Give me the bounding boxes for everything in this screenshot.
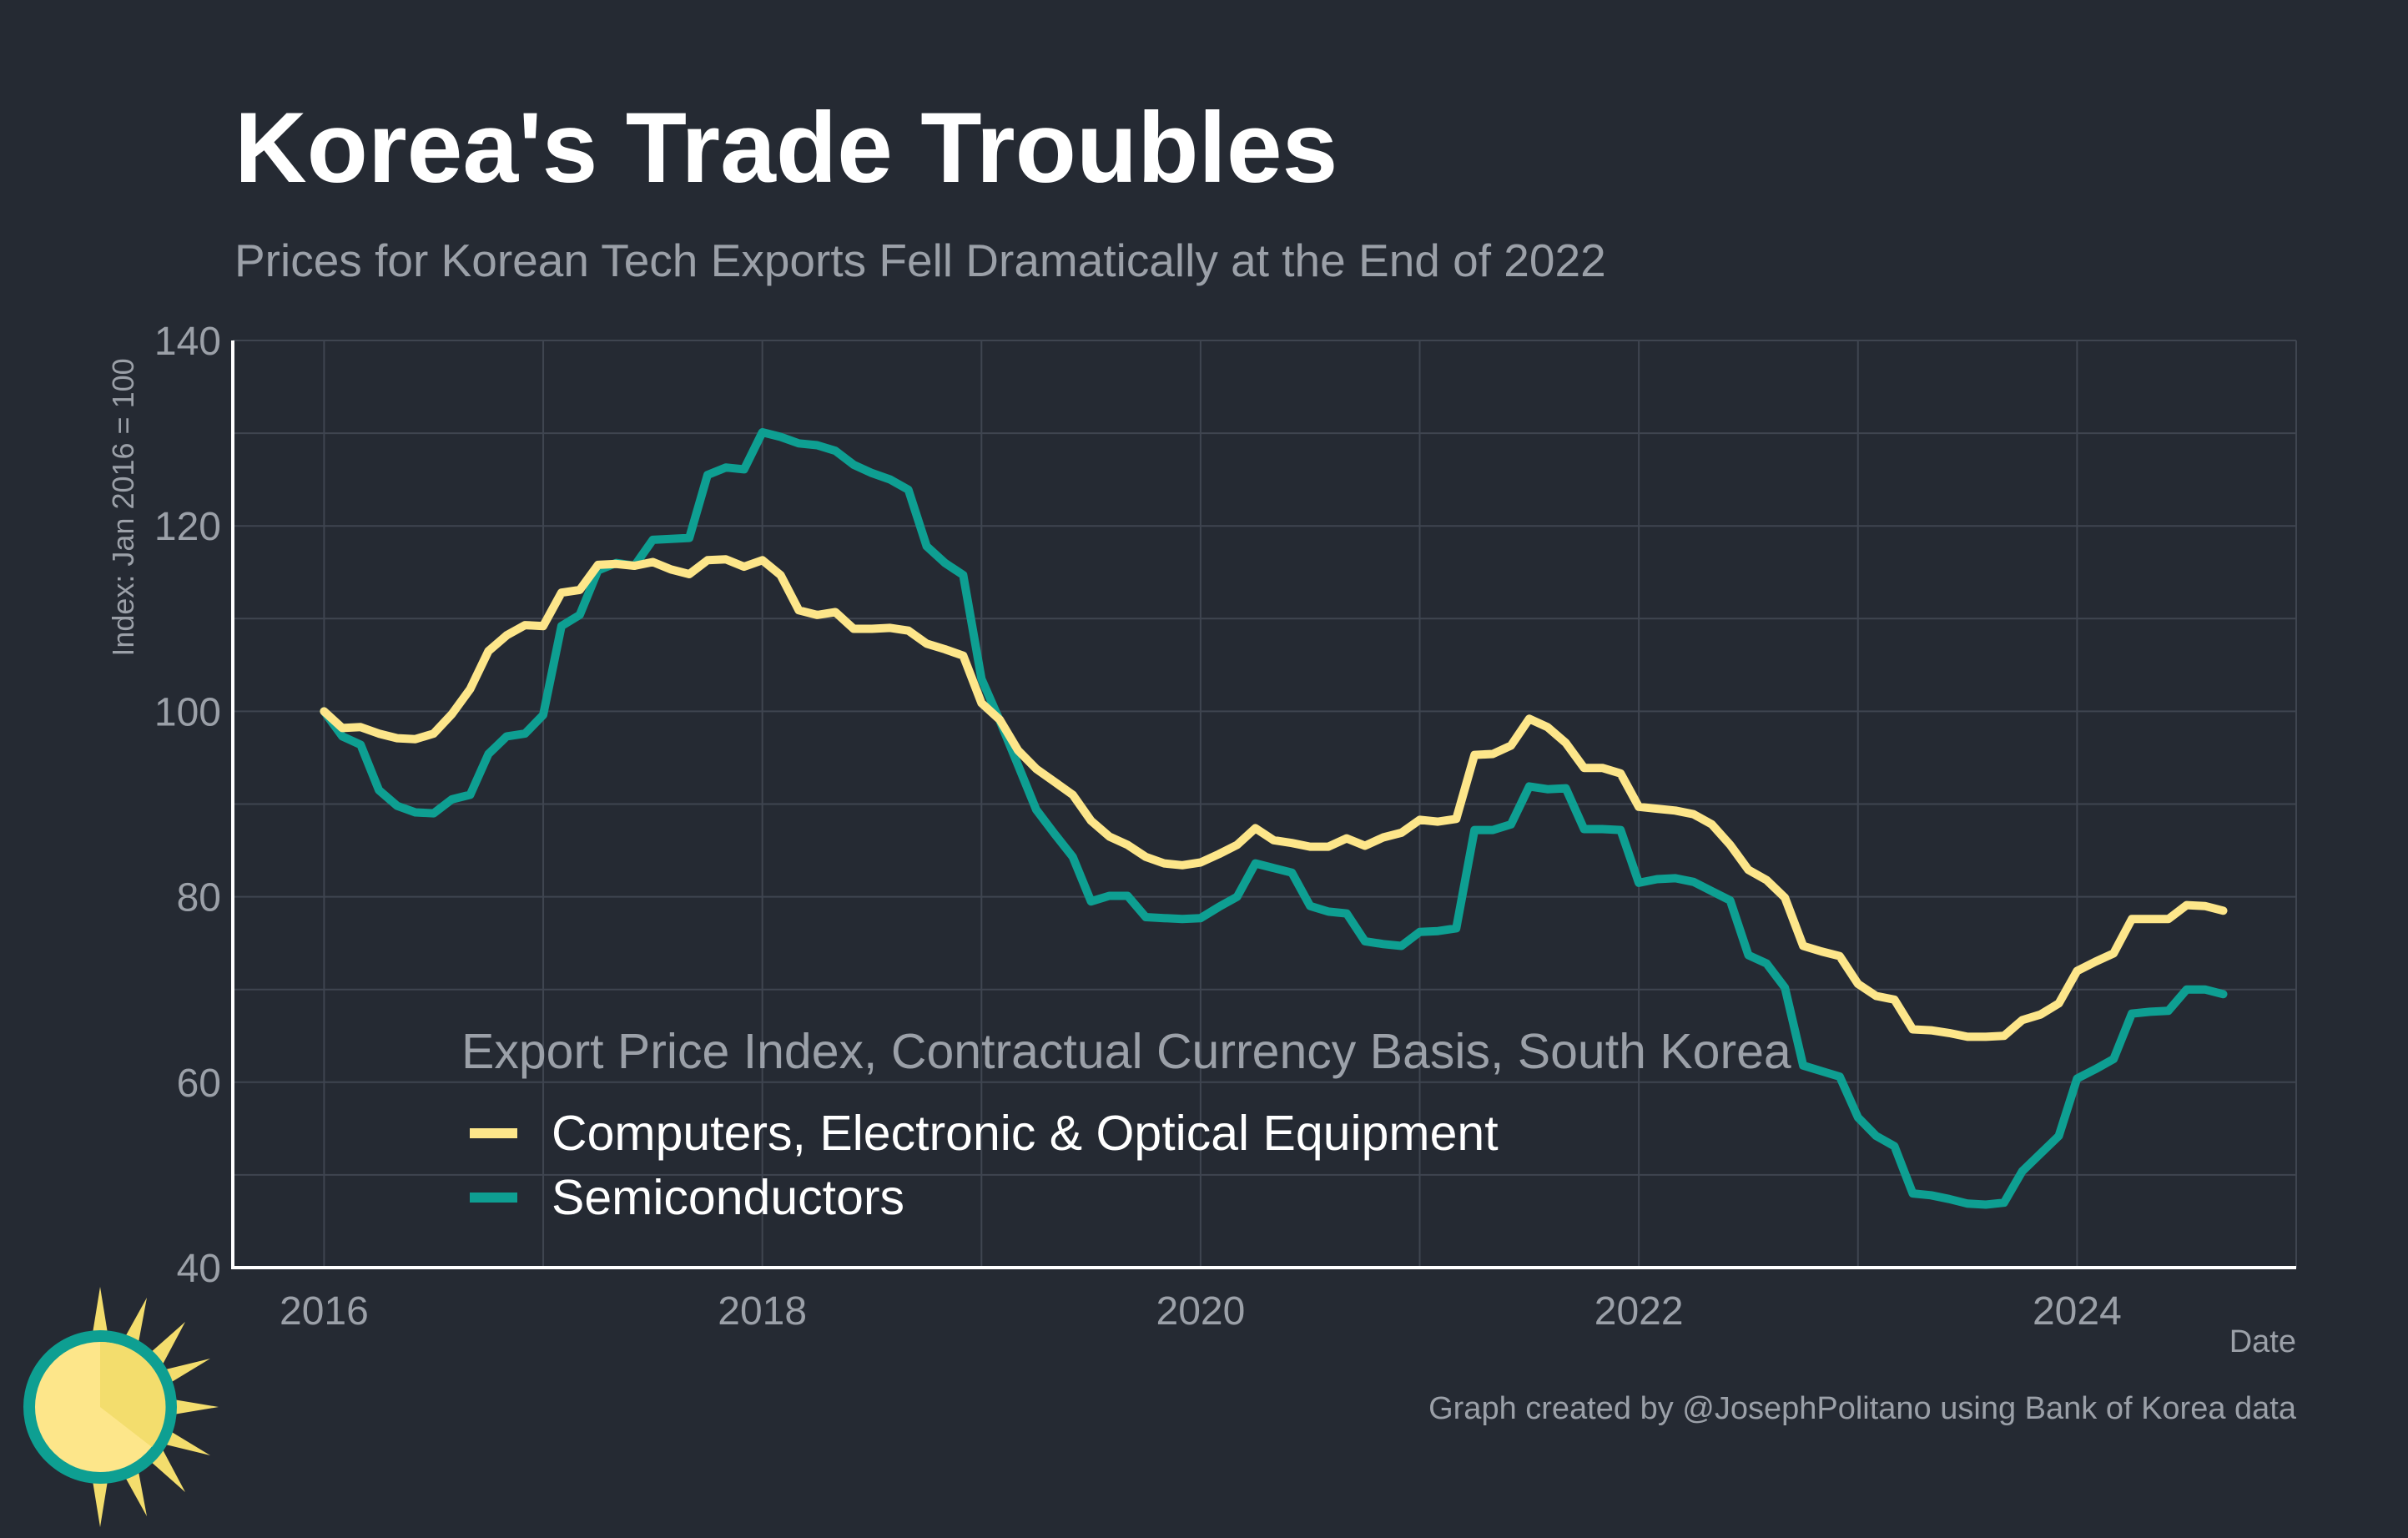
y-axis-label: Index: Jan 2016 = 100 <box>106 358 140 656</box>
legend-label-computers: Computers, Electronic & Optical Equipmen… <box>552 1106 1499 1161</box>
y-tick-label: 80 <box>177 876 221 920</box>
y-tick-label: 60 <box>177 1061 221 1106</box>
x-tick-label: 2024 <box>2033 1289 2122 1334</box>
y-tick-label: 140 <box>154 320 221 364</box>
legend-label-semiconductors: Semiconductors <box>552 1170 904 1225</box>
x-axis-label: Date <box>2229 1324 2296 1359</box>
x-tick-labels: 2016 2018 2020 2022 2024 <box>280 1289 2122 1334</box>
series-line-semiconductors <box>320 428 2228 1209</box>
grid <box>233 340 2297 1268</box>
y-tick-label: 120 <box>154 505 221 549</box>
y-tick-label: 40 <box>177 1247 221 1291</box>
x-tick-label: 2018 <box>718 1289 807 1334</box>
y-tick-labels: 40 60 80 100 120 140 <box>154 320 221 1291</box>
series-lines <box>320 428 2228 1209</box>
y-tick-label: 100 <box>154 690 221 734</box>
chart-title: Korea's Trade Troubles <box>234 92 1338 204</box>
legend-title: Export Price Index, Contractual Currency… <box>461 1024 1791 1079</box>
source-credit: Graph created by @JosephPolitano using B… <box>1428 1391 2297 1426</box>
sun-logo-icon <box>23 1287 219 1527</box>
x-tick-label: 2020 <box>1156 1289 1246 1334</box>
x-tick-label: 2022 <box>1594 1289 1684 1334</box>
series-line-computers <box>320 555 2228 1041</box>
x-tick-label: 2016 <box>280 1289 369 1334</box>
chart-subtitle: Prices for Korean Tech Exports Fell Dram… <box>234 234 1606 286</box>
legend: Export Price Index, Contractual Currency… <box>461 1024 1791 1225</box>
